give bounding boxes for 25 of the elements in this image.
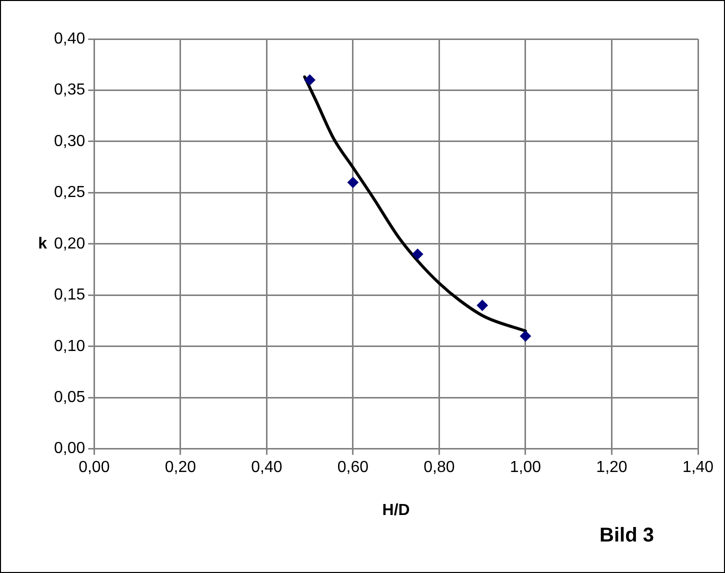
x-tick-label: 0,40 [251, 458, 282, 476]
y-tick-label: 0,20 [54, 235, 86, 252]
y-tick-label: 0,05 [54, 388, 86, 406]
y-tick-label: 0,30 [54, 132, 86, 150]
x-tick-label: 0,00 [78, 458, 110, 476]
y-tick-label: 0,00 [54, 440, 86, 458]
point [304, 74, 316, 86]
y-tick-label: 0,15 [54, 286, 86, 304]
y-tick-label: 0,10 [54, 338, 86, 355]
point [476, 300, 488, 311]
x-tick-label: 1,40 [682, 458, 714, 476]
x-tick-label: 1,20 [596, 458, 628, 476]
point [412, 248, 424, 260]
y-tick-label: 0,35 [54, 82, 86, 99]
x-tick-label: 0,60 [337, 458, 369, 476]
y-axis-title: k [38, 235, 48, 252]
point [520, 330, 531, 342]
x-tick-label: 0,80 [424, 458, 455, 476]
x-tick-label: 1,00 [510, 458, 542, 476]
point [347, 176, 358, 188]
y-tick-label: 0,25 [54, 184, 86, 202]
x-tick-label: 0,20 [164, 458, 196, 476]
y-tick-label: 0,40 [54, 30, 86, 48]
x-axis-title: H/D [382, 502, 410, 520]
text: Bild 3 [600, 524, 654, 547]
